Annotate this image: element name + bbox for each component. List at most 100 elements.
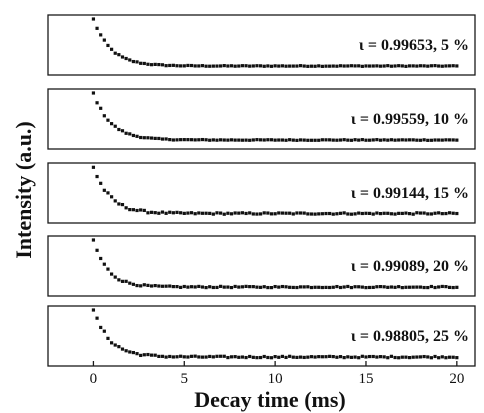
data-point xyxy=(197,211,201,215)
data-point xyxy=(309,212,314,216)
data-point xyxy=(131,208,135,212)
data-point xyxy=(418,138,423,142)
data-point xyxy=(168,354,172,359)
data-point xyxy=(110,47,114,51)
data-point xyxy=(255,356,259,360)
data-point xyxy=(229,64,234,68)
data-point xyxy=(455,64,459,68)
data-point xyxy=(338,64,343,68)
x-tick-label: 15 xyxy=(358,371,373,387)
panel-2: ι = 0.99559, 10 % xyxy=(47,88,476,150)
data-point xyxy=(99,256,103,261)
data-point xyxy=(182,64,186,68)
data-point xyxy=(193,64,197,68)
data-point xyxy=(106,43,110,48)
data-point xyxy=(149,210,154,214)
data-point xyxy=(258,64,263,68)
x-tick-label: 10 xyxy=(268,371,283,387)
data-point xyxy=(171,138,175,142)
data-point xyxy=(117,278,121,282)
data-point xyxy=(346,64,350,68)
data-point xyxy=(328,285,332,290)
data-point xyxy=(240,355,245,359)
data-point xyxy=(251,64,255,68)
data-point xyxy=(415,285,419,289)
panel-5: ι = 0.98805, 25 % xyxy=(47,305,476,367)
data-point xyxy=(128,208,132,212)
data-point xyxy=(328,138,332,142)
data-point xyxy=(120,347,125,351)
panels: ι = 0.99653, 5 % ι = 0.99559, 10 % ι = 0.9… xyxy=(47,14,476,367)
data-point xyxy=(277,138,281,142)
data-point xyxy=(164,284,168,288)
data-point xyxy=(277,64,281,68)
data-point xyxy=(397,356,401,360)
data-point xyxy=(317,355,321,359)
data-point xyxy=(382,138,386,142)
data-point xyxy=(106,267,110,271)
x-tick-label: 0 xyxy=(90,371,98,387)
panel-label: ι = 0.99089, 20 % xyxy=(351,258,469,275)
data-point xyxy=(233,284,237,289)
data-point xyxy=(313,355,317,359)
data-point xyxy=(298,355,303,359)
data-point xyxy=(437,356,441,360)
data-point xyxy=(335,138,339,142)
data-point xyxy=(189,285,194,289)
data-point xyxy=(349,285,354,290)
data-point xyxy=(113,343,117,347)
data-point xyxy=(338,285,343,290)
data-point xyxy=(197,64,201,68)
data-point xyxy=(447,285,452,289)
data-point xyxy=(237,138,241,142)
data-point xyxy=(95,248,99,252)
panel-label: ι = 0.99559, 10 % xyxy=(351,111,469,128)
data-point xyxy=(124,131,128,135)
data-point xyxy=(208,64,212,68)
data-point xyxy=(295,211,299,215)
data-point xyxy=(407,138,412,142)
data-point xyxy=(375,138,379,142)
data-point xyxy=(320,64,324,68)
data-point xyxy=(382,355,386,359)
data-point xyxy=(415,64,419,68)
data-point xyxy=(418,64,423,68)
data-point xyxy=(262,354,266,359)
data-point xyxy=(353,285,357,289)
data-point xyxy=(313,212,317,216)
data-point xyxy=(182,284,186,289)
data-point xyxy=(135,134,139,138)
data-point xyxy=(368,138,372,142)
data-point xyxy=(219,284,223,288)
data-point xyxy=(146,62,150,66)
data-point xyxy=(226,138,230,142)
data-point xyxy=(389,64,394,68)
data-point xyxy=(437,138,441,142)
data-point xyxy=(364,286,368,290)
data-point xyxy=(313,138,317,142)
data-point xyxy=(95,316,99,320)
data-point xyxy=(455,138,459,142)
data-point xyxy=(357,356,361,360)
data-point xyxy=(393,138,397,142)
data-point xyxy=(404,138,408,142)
data-point xyxy=(349,64,354,68)
data-point xyxy=(273,138,277,142)
data-point xyxy=(219,211,223,215)
data-point xyxy=(447,64,452,68)
data-point xyxy=(120,202,125,207)
data-point xyxy=(368,354,372,359)
data-point xyxy=(182,138,186,142)
data-point xyxy=(197,138,201,142)
data-point xyxy=(269,286,274,290)
data-point xyxy=(357,285,361,289)
decay-series xyxy=(91,91,459,142)
data-point xyxy=(153,211,157,215)
data-point xyxy=(226,211,230,215)
data-point xyxy=(149,284,154,288)
data-point xyxy=(266,355,270,360)
data-point xyxy=(397,285,401,289)
data-point xyxy=(142,61,146,66)
data-point xyxy=(258,212,263,216)
data-point xyxy=(331,285,335,289)
